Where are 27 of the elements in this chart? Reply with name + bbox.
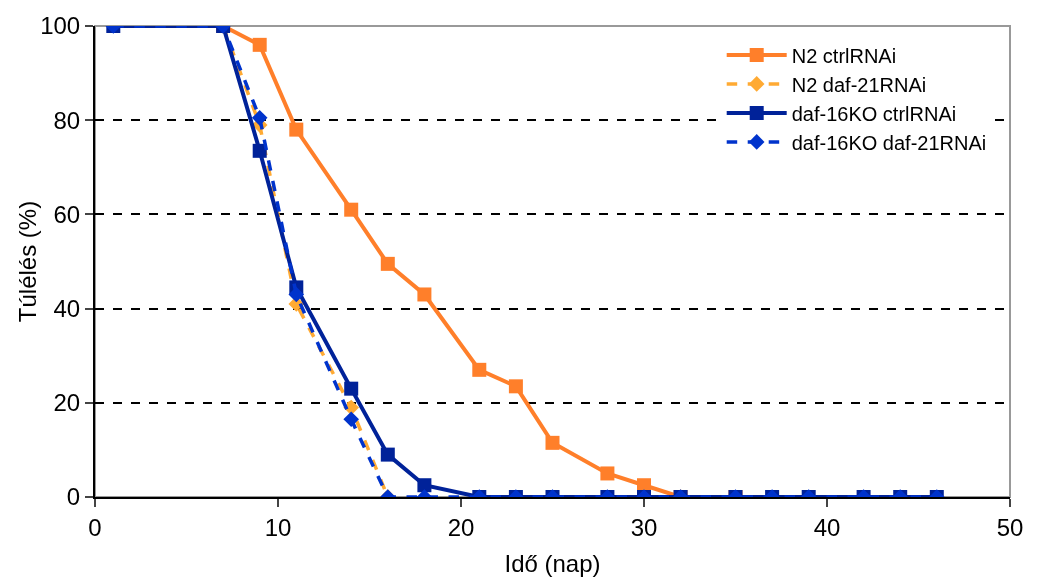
y-tick-label: 0 bbox=[66, 483, 81, 511]
x-tick-label: 20 bbox=[447, 513, 475, 541]
legend-label: N2 ctrlRNAi bbox=[791, 44, 897, 67]
y-tick-label: 80 bbox=[53, 106, 81, 134]
point bbox=[288, 286, 305, 303]
x-tick-label: 30 bbox=[630, 513, 658, 541]
point bbox=[380, 256, 395, 271]
point bbox=[344, 202, 359, 217]
x-tick-label: 10 bbox=[264, 513, 292, 541]
y-axis-title: Túlélés (%) bbox=[14, 200, 41, 323]
y-tick-label: 100 bbox=[40, 12, 81, 40]
point bbox=[472, 362, 487, 377]
point bbox=[417, 287, 432, 302]
legend-label: daf-16KO daf-21RNAi bbox=[791, 131, 987, 154]
x-tick-label: 40 bbox=[813, 513, 841, 541]
point bbox=[251, 110, 268, 126]
x-axis-title: Idő (nap) bbox=[504, 550, 601, 577]
y-tick-label: 20 bbox=[53, 389, 81, 417]
y-tick-label: 60 bbox=[53, 200, 81, 228]
y-tick-label: 40 bbox=[53, 295, 81, 322]
legend-label: daf-16KO ctrlRNAi bbox=[791, 102, 957, 125]
legend-label: N2 daf-21RNAi bbox=[791, 73, 927, 96]
x-tick-label: 0 bbox=[88, 513, 102, 541]
x-tick-label: 50 bbox=[996, 513, 1024, 541]
point bbox=[344, 381, 359, 396]
point bbox=[252, 143, 267, 158]
point bbox=[289, 122, 304, 137]
